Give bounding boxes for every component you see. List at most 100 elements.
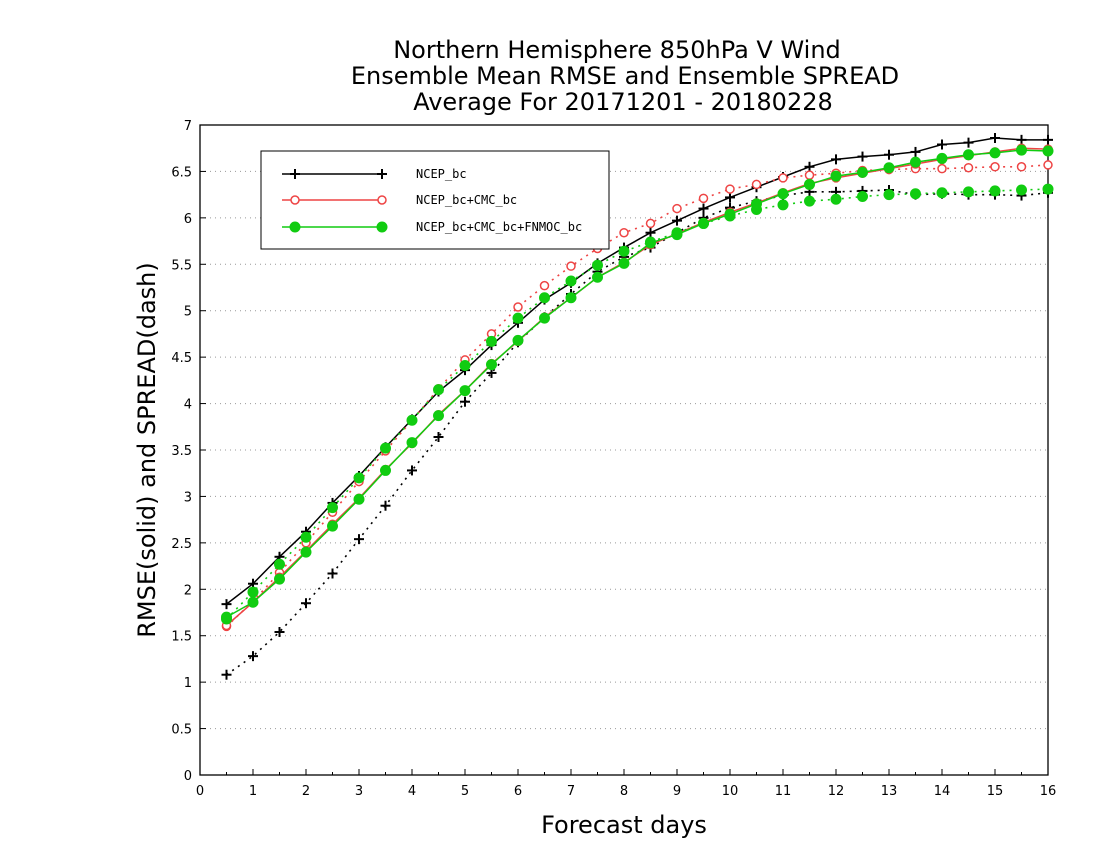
rmse-point xyxy=(433,410,444,422)
spread-point xyxy=(354,534,364,545)
rmse-point xyxy=(380,464,391,476)
x-tick-label: 3 xyxy=(355,784,363,799)
spread-point xyxy=(353,472,365,484)
y-tick-label: 2.5 xyxy=(171,537,192,552)
y-tick-label: 4 xyxy=(184,398,192,413)
x-tick-label: 15 xyxy=(987,784,1004,799)
legend-item: NCEP_bc xyxy=(282,167,467,181)
spread-point xyxy=(301,598,311,609)
spread-point xyxy=(1016,184,1027,196)
legend-marker xyxy=(376,221,388,233)
legend-marker xyxy=(290,195,300,205)
rmse-point xyxy=(963,137,974,148)
rmse-point xyxy=(274,573,285,585)
y-tick-label: 2 xyxy=(184,583,192,598)
spread-point xyxy=(512,312,524,324)
series-layer xyxy=(221,133,1054,680)
x-tick-label: 8 xyxy=(620,784,628,799)
rmse-point xyxy=(936,152,948,164)
spread-point xyxy=(698,193,709,204)
spread-point xyxy=(989,185,1001,197)
rmse-point xyxy=(300,546,312,558)
rmse-point xyxy=(221,611,232,623)
rmse-point xyxy=(804,161,815,172)
legend-item: NCEP_bc+CMC_bc xyxy=(282,193,517,207)
rmse-point xyxy=(1016,144,1027,156)
y-tick-label: 3.5 xyxy=(171,444,192,459)
legend-marker xyxy=(377,169,387,179)
spread-point xyxy=(407,465,417,476)
legend-item: NCEP_bc+CMC_bc+FNMOC_bc xyxy=(282,220,582,234)
rmse-point xyxy=(698,217,709,229)
spread-point xyxy=(1042,183,1054,195)
spread-point xyxy=(247,586,259,598)
spread-point xyxy=(1016,162,1027,172)
rmse-point xyxy=(1042,145,1054,157)
rmse-point xyxy=(830,170,842,182)
x-tick-labels: 0 1 2 3 4 5 6 7 8 9 10 11 12 13 14 15 16 xyxy=(196,784,1056,799)
rmse-point xyxy=(486,359,497,371)
y-tick-label: 5.5 xyxy=(171,258,192,273)
spread-point xyxy=(645,218,656,229)
rmse-point xyxy=(910,146,921,157)
spread-point xyxy=(777,199,789,211)
y-tick-label: 3 xyxy=(184,490,192,505)
rmse-point xyxy=(937,139,947,150)
rmse-point xyxy=(698,203,709,214)
rmse-point xyxy=(1016,134,1027,145)
rmse-point xyxy=(831,154,841,165)
legend-marker xyxy=(377,195,387,205)
y-tick-label: 6 xyxy=(184,212,192,227)
x-tick-label: 1 xyxy=(249,784,257,799)
rmse-point xyxy=(221,599,232,610)
legend-items: NCEP_bc NCEP_bc+CMC_bc NCEP_bc+CMC_bc+FNMO… xyxy=(282,167,582,234)
spread-point xyxy=(300,531,312,543)
spread-point xyxy=(725,184,735,194)
y-tick-label: 1 xyxy=(184,676,192,691)
x-tick-label: 11 xyxy=(775,784,792,799)
rmse-point xyxy=(857,151,868,162)
y-tick-label: 4.5 xyxy=(171,351,192,366)
rmse-point xyxy=(857,166,868,178)
rmse-point xyxy=(725,192,735,203)
rmse-point xyxy=(804,178,815,190)
spread-point xyxy=(883,189,895,201)
x-tick-label: 6 xyxy=(514,784,522,799)
rmse-point xyxy=(884,149,894,160)
spread-point xyxy=(937,163,947,174)
spread-point xyxy=(486,335,497,347)
rmse-point xyxy=(910,156,921,168)
x-tick-label: 14 xyxy=(934,784,951,799)
spread-point xyxy=(778,173,788,183)
spread-point xyxy=(274,558,285,570)
x-tick-label: 4 xyxy=(408,784,416,799)
x-tick-label: 2 xyxy=(302,784,310,799)
spread-point xyxy=(221,669,232,680)
spread-point xyxy=(830,193,842,205)
rmse-point xyxy=(539,312,550,324)
x-tick-label: 10 xyxy=(722,784,739,799)
spread-point xyxy=(804,195,815,207)
legend-label: NCEP_bc+CMC_bc xyxy=(416,193,517,207)
y-axis-label: RMSE(solid) and SPREAD(dash) xyxy=(133,262,161,638)
spread-point xyxy=(566,261,576,271)
x-tick-label: 12 xyxy=(828,784,845,799)
spread-point xyxy=(327,568,338,579)
spread-point xyxy=(1043,160,1053,170)
y-tick-label: 5 xyxy=(184,305,192,320)
spread-point xyxy=(406,414,418,426)
spread-point xyxy=(963,186,974,198)
rmse-point xyxy=(1043,134,1053,145)
rmse-point xyxy=(512,334,524,346)
axes xyxy=(199,124,1049,776)
spread-point xyxy=(380,500,391,511)
spread-point xyxy=(274,627,285,637)
rmse-point xyxy=(353,493,365,505)
x-tick-label: 9 xyxy=(673,784,681,799)
spread-point xyxy=(248,651,258,662)
y-tick-label: 0 xyxy=(184,769,192,784)
spread-point xyxy=(433,384,444,396)
spread-point xyxy=(459,360,471,371)
rmse-point xyxy=(990,133,1000,143)
